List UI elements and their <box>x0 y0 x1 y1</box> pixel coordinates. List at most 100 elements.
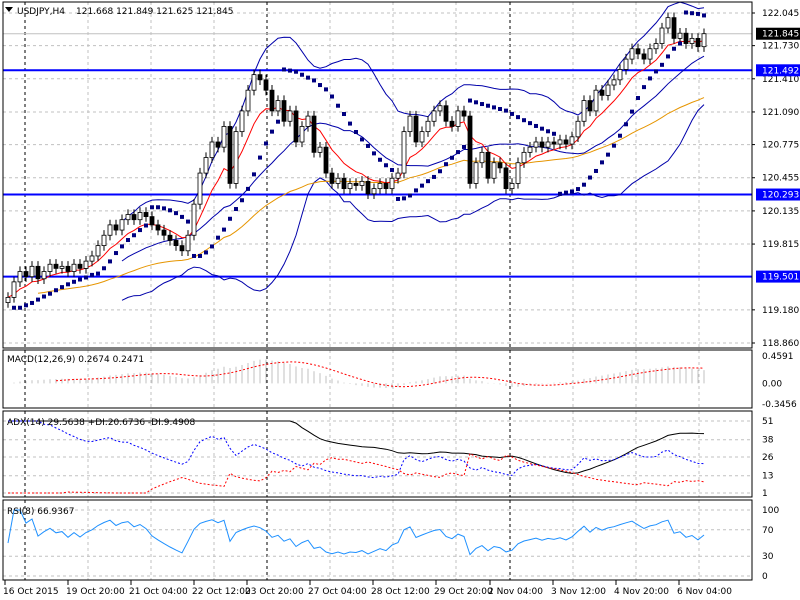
parabolic-sar-dot <box>354 130 358 135</box>
parabolic-sar-dot <box>246 186 250 191</box>
candle <box>125 214 131 221</box>
parabolic-sar-dot <box>234 207 238 212</box>
candle <box>239 110 245 133</box>
parabolic-sar-dot <box>660 62 664 67</box>
level-price-tag <box>756 64 800 77</box>
candle <box>209 141 215 158</box>
candle <box>383 183 389 190</box>
candle <box>251 74 257 91</box>
candle <box>641 53 647 60</box>
parabolic-sar-dot <box>486 103 490 108</box>
candle <box>599 89 605 96</box>
current-price-label: 121.845 <box>762 30 799 40</box>
candle <box>431 110 437 122</box>
candle <box>149 216 155 226</box>
candle <box>323 146 329 174</box>
candle <box>275 100 281 112</box>
candle <box>23 271 29 278</box>
parabolic-sar-dot <box>204 250 208 255</box>
candle <box>203 157 209 174</box>
parabolic-sar-dot <box>642 85 646 90</box>
time-label: 21 Oct 04:00 <box>129 587 188 597</box>
parabolic-sar-dot <box>636 96 640 101</box>
candle <box>335 177 341 184</box>
candle <box>653 43 659 50</box>
candle <box>359 180 365 186</box>
parabolic-sar-dot <box>210 244 214 249</box>
parabolic-sar-dot <box>690 11 694 16</box>
parabolic-sar-dot <box>666 54 670 59</box>
price-tick-label: 118.860 <box>762 339 799 349</box>
level-price-label: 120.293 <box>762 191 799 201</box>
parabolic-sar-dot <box>120 244 124 249</box>
time-label: 16 Oct 2015 <box>3 587 59 597</box>
candle <box>527 146 533 153</box>
triangle-down-icon[interactable] <box>5 7 13 12</box>
parabolic-sar-dot <box>684 10 688 15</box>
parabolic-sar-dot <box>252 172 256 177</box>
candle <box>215 141 221 148</box>
candle <box>107 224 113 236</box>
parabolic-sar-dot <box>582 182 586 187</box>
parabolic-sar-dot <box>396 196 400 201</box>
parabolic-sar-dot <box>198 253 202 258</box>
candle <box>407 115 413 133</box>
macd-panel[interactable] <box>8 359 705 388</box>
parabolic-sar-dot <box>360 137 364 142</box>
parabolic-sar-dot <box>594 168 598 173</box>
parabolic-sar-dot <box>312 78 316 83</box>
candle <box>551 141 557 145</box>
parabolic-sar-dot <box>324 87 328 92</box>
level-price-label: 119.501 <box>762 273 799 283</box>
parabolic-sar-dot <box>288 68 292 73</box>
candle <box>539 141 545 148</box>
candle <box>47 263 53 272</box>
candle <box>353 183 359 186</box>
symbol-label: USDJPY,H4 <box>17 7 65 17</box>
rsi-panel[interactable] <box>7 509 705 556</box>
price-tick-label: 122.045 <box>762 9 799 19</box>
rsi-line <box>7 509 705 556</box>
candle <box>479 151 485 164</box>
candle <box>491 162 497 179</box>
candle <box>311 115 317 153</box>
candle <box>317 146 323 153</box>
candle <box>401 131 407 174</box>
bollinger-middle-band <box>121 55 705 262</box>
adx-line <box>8 420 705 474</box>
candle <box>59 265 65 269</box>
macd-tick-label: 0.00 <box>762 379 782 389</box>
parabolic-sar-dot <box>384 163 388 168</box>
adx-panel[interactable] <box>8 420 705 494</box>
candle <box>287 110 293 122</box>
candle <box>419 131 425 143</box>
parabolic-sar-dot <box>48 291 52 296</box>
candle <box>437 105 443 112</box>
time-label: 19 Oct 20:00 <box>66 587 125 597</box>
candle <box>569 136 575 145</box>
candle <box>371 188 377 195</box>
parabolic-sar-dot <box>192 253 196 258</box>
parabolic-sar-dot <box>138 228 142 233</box>
parabolic-sar-dot <box>456 150 460 155</box>
parabolic-sar-dot <box>222 227 226 232</box>
parabolic-sar-dot <box>570 189 574 194</box>
price-panel[interactable] <box>3 1 752 310</box>
parabolic-sar-dot <box>510 111 514 116</box>
parabolic-sar-dot <box>228 216 232 221</box>
candle <box>155 224 161 231</box>
candle <box>113 224 119 231</box>
parabolic-sar-dot <box>414 188 418 193</box>
parabolic-sar-dot <box>12 305 16 310</box>
candle <box>605 84 611 96</box>
parabolic-sar-dot <box>336 103 340 108</box>
fast-moving-average <box>7 39 705 298</box>
parabolic-sar-dot <box>696 11 700 16</box>
price-tick-label: 119.180 <box>762 306 799 316</box>
candle <box>41 271 47 280</box>
parabolic-sar-dot <box>306 75 310 80</box>
price-tick-label: 121.410 <box>762 75 799 85</box>
price-tick-label: 120.775 <box>762 141 799 151</box>
parabolic-sar-dot <box>474 100 478 105</box>
